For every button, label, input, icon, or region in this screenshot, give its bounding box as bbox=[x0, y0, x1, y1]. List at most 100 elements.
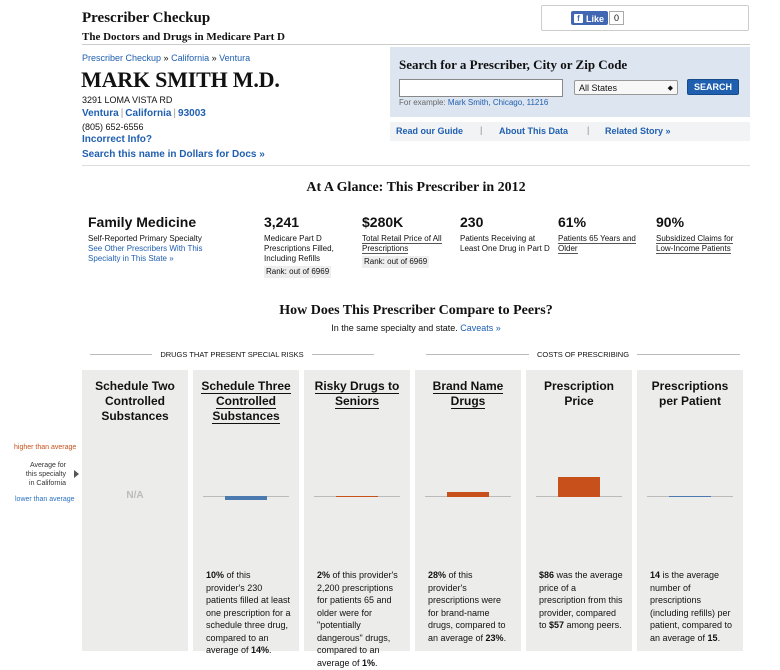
state-link[interactable]: California bbox=[125, 108, 172, 119]
info-links-bar: Read our Guide | About This Data | Relat… bbox=[390, 122, 750, 141]
age-label[interactable]: Patients 65 Years and Older bbox=[558, 234, 636, 254]
glance-prescriptions: 3,241 Medicare Part D Prescriptions Fill… bbox=[264, 214, 350, 278]
description-value: 15 bbox=[707, 632, 718, 643]
incorrect-info-link[interactable]: Incorrect Info? bbox=[82, 134, 153, 145]
column-title: Prescription Price bbox=[530, 379, 628, 409]
description-text: . bbox=[269, 645, 272, 655]
compare-subtitle-text: In the same specialty and state. bbox=[331, 323, 458, 333]
column-description: 10% of this provider's 230 patients fill… bbox=[206, 569, 291, 657]
compare-subtitle: In the same specialty and state. Caveats… bbox=[0, 323, 780, 333]
prescriptions-label: Medicare Part D Prescriptions Filled, In… bbox=[264, 234, 334, 263]
site-header: Prescriber Checkup The Doctors and Drugs… bbox=[82, 10, 285, 43]
compare-title: How Does This Prescriber Compare to Peer… bbox=[279, 303, 553, 318]
search-title: Search for a Prescriber, City or Zip Cod… bbox=[399, 57, 628, 72]
column-title-text: Brand Name Drugs bbox=[432, 379, 504, 409]
chevron-updown-icon: ◆ bbox=[667, 84, 673, 92]
column-title-text: Risky Drugs to Seniors bbox=[314, 379, 400, 409]
column-title-text: Prescription Price bbox=[543, 379, 615, 408]
related-story-link[interactable]: Related Story » bbox=[605, 126, 671, 136]
column-description: 28% of this provider's prescriptions wer… bbox=[428, 569, 513, 644]
legend-higher: higher than average bbox=[14, 444, 77, 451]
search-input[interactable] bbox=[399, 79, 563, 97]
comparison-column: Risky Drugs to Seniors 2% of this provide… bbox=[304, 370, 410, 668]
group-risks-label: DRUGS THAT PRESENT SPECIAL RISKS bbox=[160, 350, 304, 359]
arrow-right-icon bbox=[74, 470, 79, 478]
specialty-link[interactable]: See Other Prescribers With This Specialt… bbox=[88, 244, 203, 263]
divider bbox=[82, 44, 750, 45]
comparison-bar bbox=[447, 492, 489, 497]
example-prefix: For example: bbox=[399, 98, 446, 107]
cost-label[interactable]: Total Retail Price of All Prescriptions bbox=[362, 234, 442, 254]
description-text: of this provider's prescriptions were fo… bbox=[428, 570, 506, 643]
prescriptions-rank: Rank: out of 6969 bbox=[264, 266, 332, 278]
prescriber-location: Ventura | California | 93003 bbox=[82, 108, 206, 119]
cost-rank: Rank: out of 6969 bbox=[362, 256, 430, 268]
breadcrumb-separator: » bbox=[211, 53, 217, 63]
site-title[interactable]: Prescriber Checkup bbox=[82, 10, 211, 26]
breadcrumb-separator: » bbox=[163, 53, 169, 63]
column-title: Schedule Two Controlled Substances bbox=[86, 379, 184, 424]
column-title-text: Schedule Two Controlled Substances bbox=[95, 379, 175, 423]
prescriber-name: MARK SMITH M.D. bbox=[81, 67, 280, 92]
facebook-icon: f bbox=[574, 14, 583, 23]
description-value: 10% bbox=[206, 570, 225, 580]
glance-age: 61% Patients 65 Years and Older bbox=[558, 214, 644, 254]
patients-value: 230 bbox=[460, 214, 484, 230]
column-description: $86 was the average price of a prescript… bbox=[539, 569, 624, 632]
specialty-label: Self-Reported Primary Specialty bbox=[88, 234, 202, 243]
facebook-like-button[interactable]: f Like bbox=[571, 11, 609, 25]
caveats-link[interactable]: Caveats » bbox=[460, 323, 501, 333]
column-title-text: Prescriptions per Patient bbox=[651, 379, 729, 408]
like-label: Like bbox=[586, 13, 605, 24]
glance-patients: 230 Patients Receiving at Least One Drug… bbox=[460, 214, 550, 254]
patients-label: Patients Receiving at Least One Drug in … bbox=[460, 234, 550, 253]
column-description: 2% of this provider's 2,200 prescription… bbox=[317, 569, 402, 669]
group-header-risks: DRUGS THAT PRESENT SPECIAL RISKS bbox=[82, 350, 382, 359]
column-title[interactable]: Risky Drugs to Seniors bbox=[308, 379, 406, 409]
state-select[interactable]: All States ◆ bbox=[574, 80, 678, 95]
column-title: Prescriptions per Patient bbox=[641, 379, 739, 409]
divider: | bbox=[480, 125, 483, 135]
column-title[interactable]: Brand Name Drugs bbox=[419, 379, 517, 409]
example-links[interactable]: Mark Smith, Chicago, 11216 bbox=[447, 98, 549, 107]
subsidy-label[interactable]: Subsidized Claims for Low-Income Patient… bbox=[656, 234, 734, 254]
dollars-for-docs-link[interactable]: Search this name in Dollars for Docs » bbox=[82, 149, 265, 160]
state-select-value: All States bbox=[579, 82, 618, 93]
description-text: of this provider's 230 patients filled a… bbox=[206, 570, 291, 655]
column-title[interactable]: Schedule Three Controlled Substances bbox=[197, 379, 295, 424]
city-link[interactable]: Ventura bbox=[82, 108, 119, 119]
comparison-column: Brand Name Drugs 28% of this provider's p… bbox=[415, 370, 521, 651]
description-value: 28% bbox=[428, 570, 447, 580]
legend-average: Average for this specialty in California bbox=[25, 462, 66, 487]
search-button[interactable]: SEARCH bbox=[687, 79, 739, 95]
description-text: among peers. bbox=[564, 620, 622, 630]
comparison-column: Schedule Three Controlled Substances 10% … bbox=[193, 370, 299, 655]
breadcrumb-city[interactable]: Ventura bbox=[219, 53, 251, 63]
divider bbox=[82, 165, 750, 166]
breadcrumb-home[interactable]: Prescriber Checkup bbox=[82, 53, 162, 63]
description-text: was the average price of a prescription … bbox=[539, 570, 623, 630]
read-guide-link[interactable]: Read our Guide bbox=[396, 126, 464, 136]
prescriptions-value: 3,241 bbox=[264, 214, 300, 230]
legend-lower: lower than average bbox=[15, 496, 75, 503]
description-text: . bbox=[503, 632, 507, 643]
prescriber-address: 3291 LOMA VISTA RD bbox=[82, 95, 173, 105]
breadcrumb-state[interactable]: California bbox=[171, 53, 210, 63]
description-text: . bbox=[375, 657, 378, 668]
group-header-costs: COSTS OF PRESCRIBING bbox=[418, 350, 748, 359]
comparison-bar bbox=[336, 496, 378, 497]
comparison-column: Schedule Two Controlled Substances N/A bbox=[82, 370, 188, 651]
zip-link[interactable]: 93003 bbox=[178, 108, 206, 119]
like-count: 0 bbox=[609, 11, 625, 25]
comparison-bar bbox=[225, 496, 267, 500]
search-panel: Search for a Prescriber, City or Zip Cod… bbox=[390, 47, 750, 117]
about-data-link[interactable]: About This Data bbox=[499, 126, 568, 136]
comparison-column: Prescriptions per Patient 14 is the avera… bbox=[637, 370, 743, 651]
search-example: For example: Mark Smith, Chicago, 11216 bbox=[399, 98, 548, 107]
facebook-widget: f Like 0 bbox=[541, 5, 749, 31]
description-value: 14% bbox=[251, 645, 270, 655]
glance-cost: $280K Total Retail Price of All Prescrip… bbox=[362, 214, 448, 268]
description-text: . bbox=[717, 632, 721, 643]
glance-specialty: Family Medicine Self-Reported Primary Sp… bbox=[88, 214, 208, 264]
description-value: 23% bbox=[485, 632, 504, 643]
